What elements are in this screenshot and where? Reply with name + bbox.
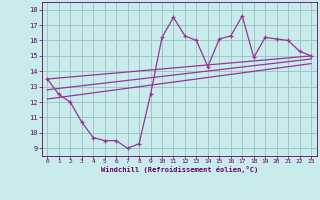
X-axis label: Windchill (Refroidissement éolien,°C): Windchill (Refroidissement éolien,°C)	[100, 166, 258, 173]
